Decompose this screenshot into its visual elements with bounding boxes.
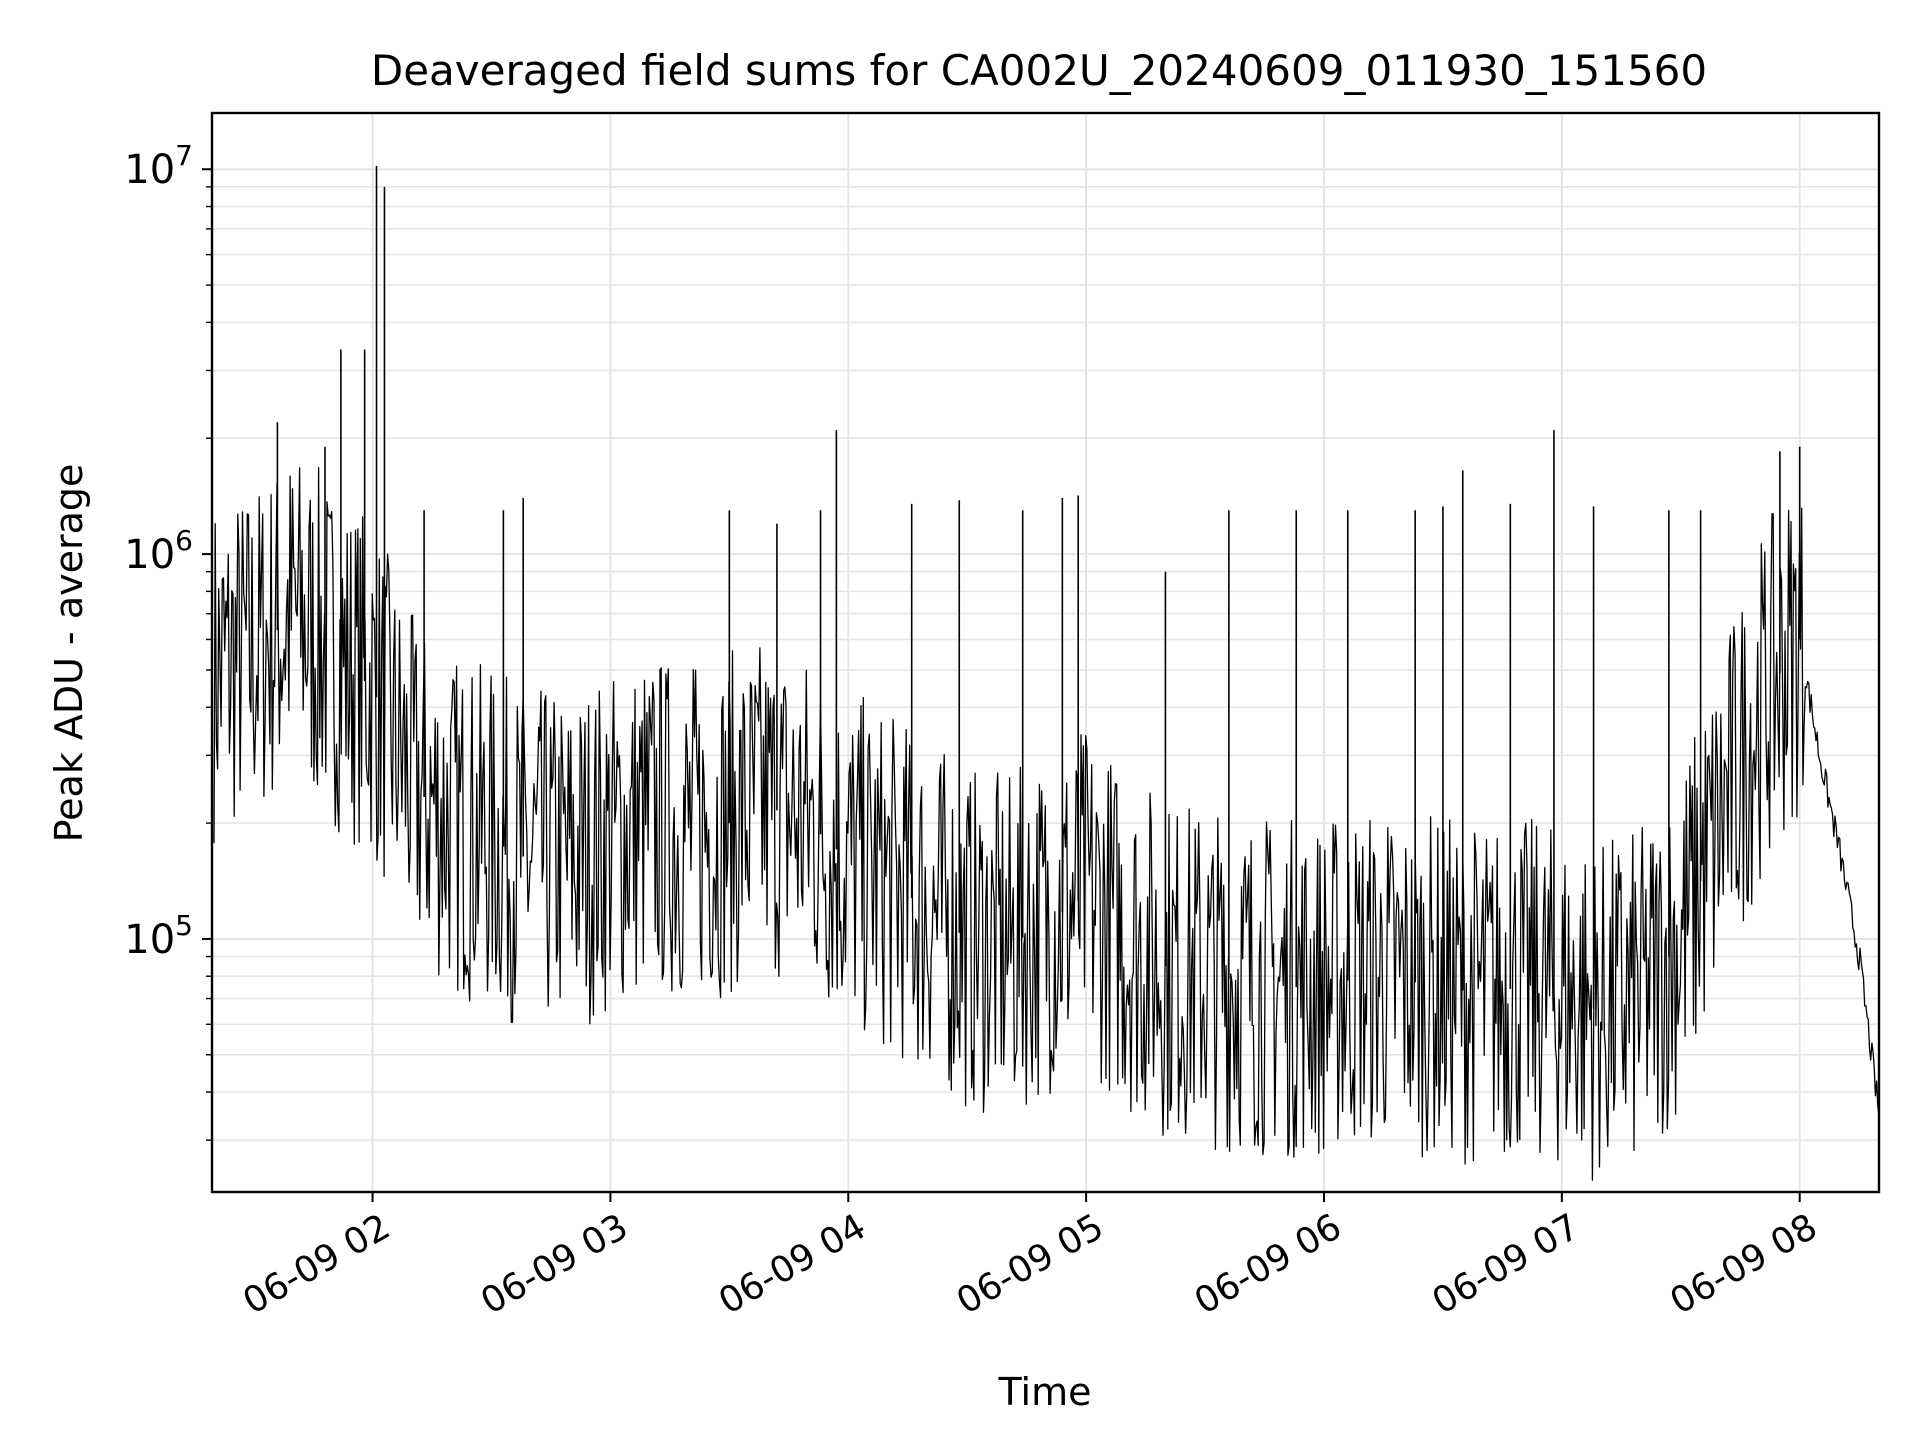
y-tick-label: 107 (124, 139, 193, 193)
y-axis-label: Peak ADU - average (47, 464, 91, 843)
plot-frame (210, 111, 1881, 1194)
y-tick-label: 106 (124, 524, 193, 578)
chart-title: Deaveraged field sums for CA002U_2024060… (371, 46, 1707, 95)
plot-area (212, 113, 1879, 1192)
series-line (213, 466, 1880, 1181)
x-axis-label: Time (998, 1370, 1092, 1414)
spike-markers (276, 165, 1801, 1009)
y-tick-label: 105 (124, 909, 193, 963)
series-line-group (213, 466, 1880, 1181)
y-axis-ticks: 105 106 107 (124, 139, 212, 1141)
